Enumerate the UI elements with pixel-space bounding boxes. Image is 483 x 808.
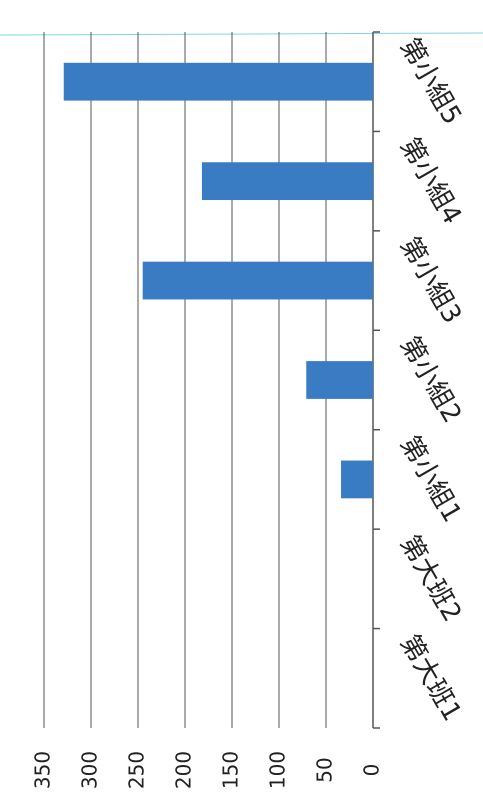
x-tick-label: 0: [360, 764, 384, 777]
x-tick-label: 350: [31, 751, 55, 789]
category-label: 第小組2: [394, 331, 467, 428]
bar: [63, 62, 374, 101]
x-tick-label: 250: [125, 751, 149, 789]
bar: [142, 261, 373, 300]
bar: [341, 460, 373, 499]
scan-edge: [0, 32, 483, 36]
category-label: 第小組5: [394, 33, 467, 130]
category-label: 第小組4: [394, 132, 467, 229]
x-tick-label: 200: [172, 751, 196, 789]
x-tick-label: 100: [266, 751, 290, 789]
x-tick-label: 300: [78, 751, 102, 789]
category-label: 第小組1: [394, 431, 467, 528]
category-label: 第大班1: [394, 630, 467, 727]
x-tick-label: 50: [313, 757, 337, 782]
x-tick-label: 150: [219, 751, 243, 789]
category-label: 第小組3: [394, 232, 467, 329]
bar: [201, 162, 373, 201]
category-label: 第大班2: [394, 530, 467, 627]
bar: [306, 361, 373, 399]
